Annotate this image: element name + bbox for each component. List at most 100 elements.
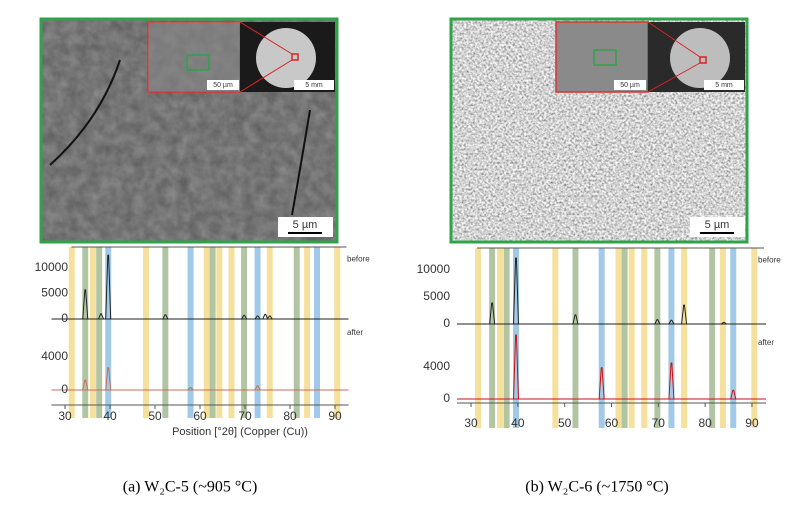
peak xyxy=(572,314,579,325)
reference-line xyxy=(105,247,112,418)
caption: (a) W₂C-5 (~905 °C) xyxy=(123,479,258,496)
peak xyxy=(187,387,194,391)
peak xyxy=(721,321,727,325)
x-tick-label: 90 xyxy=(745,416,759,430)
x-tick-label: 40 xyxy=(103,409,117,423)
inset-scale-bar: 50 µm xyxy=(213,82,233,89)
peak xyxy=(254,385,261,391)
inset-scale-bar: 50 µm xyxy=(620,82,640,89)
reference-line xyxy=(475,248,482,428)
reference-line xyxy=(503,248,510,428)
x-tick-label: 50 xyxy=(558,416,572,430)
reference-line xyxy=(203,247,210,418)
peak xyxy=(598,367,605,400)
reference-line xyxy=(730,248,737,428)
series-name: after xyxy=(347,328,363,337)
peak xyxy=(241,314,248,320)
y-tick-label: 10000 xyxy=(35,260,69,274)
y-tick-label: 5000 xyxy=(423,289,450,303)
reference-line xyxy=(89,247,96,418)
reference-line xyxy=(598,248,605,428)
x-axis-label: Position [°2θ] (Copper (Cu)) xyxy=(172,426,308,438)
sample-scale-bar: 5 mm xyxy=(715,82,733,89)
reference-line xyxy=(489,248,496,428)
sem-image-a xyxy=(39,17,339,244)
peak xyxy=(105,254,112,320)
reference-line xyxy=(216,247,223,418)
y-tick-label: 0 xyxy=(61,382,68,396)
y-tick-label: 5000 xyxy=(41,286,68,300)
y-tick-label: 0 xyxy=(443,391,450,405)
peak xyxy=(489,302,496,325)
reference-line xyxy=(228,247,235,418)
peak xyxy=(105,367,112,391)
x-tick-label: 70 xyxy=(238,409,252,423)
reference-line xyxy=(334,247,341,418)
reference-line xyxy=(266,247,273,418)
sem-image-b xyxy=(449,17,749,244)
scale-bar: 5 µm xyxy=(705,219,730,231)
reference-line xyxy=(162,247,169,418)
x-tick-label: 70 xyxy=(652,416,666,430)
scale-bar: 5 µm xyxy=(293,219,318,231)
x-tick-label: 80 xyxy=(283,409,297,423)
reference-line xyxy=(709,248,716,428)
peak xyxy=(730,389,737,400)
series-name: before xyxy=(347,255,370,264)
reference-line xyxy=(641,248,648,428)
peak xyxy=(654,319,661,325)
peak xyxy=(82,379,89,391)
y-tick-label: 4000 xyxy=(423,359,450,373)
peak xyxy=(512,334,519,400)
reference-line xyxy=(143,247,149,418)
x-tick-label: 60 xyxy=(193,409,207,423)
reference-line xyxy=(68,247,75,418)
reference-line xyxy=(681,248,688,428)
sample-scale-bar: 5 mm xyxy=(305,82,323,89)
x-tick-label: 40 xyxy=(511,416,525,430)
x-tick-label: 90 xyxy=(328,409,342,423)
x-tick-label: 30 xyxy=(464,416,478,430)
reference-line xyxy=(719,248,726,428)
reference-line xyxy=(293,247,300,418)
reference-line xyxy=(187,247,194,418)
reference-line xyxy=(668,248,675,428)
reference-line xyxy=(751,248,758,428)
reference-line xyxy=(304,247,311,418)
reference-line xyxy=(314,247,320,418)
series-name: before xyxy=(758,256,781,265)
reference-line xyxy=(96,247,103,418)
x-tick-label: 30 xyxy=(58,409,72,423)
reference-line xyxy=(628,248,635,428)
peak xyxy=(162,314,169,320)
x-tick-label: 50 xyxy=(148,409,162,423)
peak xyxy=(262,313,269,320)
peak xyxy=(512,257,519,325)
y-tick-label: 0 xyxy=(61,311,68,325)
reference-line xyxy=(552,248,559,428)
reference-line xyxy=(209,247,216,418)
peak xyxy=(98,313,104,320)
peak xyxy=(668,319,675,325)
reference-line xyxy=(654,248,661,428)
reference-line xyxy=(241,247,248,418)
peak xyxy=(266,315,273,320)
y-tick-label: 4000 xyxy=(41,349,68,363)
reference-line xyxy=(572,248,579,428)
peak xyxy=(82,289,89,320)
peak xyxy=(668,362,675,400)
series-name: after xyxy=(758,338,774,347)
caption: (b) W₂C-6 (~1750 °C) xyxy=(525,479,668,496)
reference-line xyxy=(615,248,622,428)
peak xyxy=(681,304,688,325)
y-tick-label: 10000 xyxy=(417,262,451,276)
x-tick-label: 80 xyxy=(698,416,712,430)
reference-line xyxy=(254,247,261,418)
x-tick-label: 60 xyxy=(605,416,619,430)
y-tick-label: 0 xyxy=(443,316,450,330)
peak xyxy=(254,315,261,320)
reference-line xyxy=(497,248,504,428)
reference-line xyxy=(82,247,89,418)
reference-line xyxy=(621,248,628,428)
